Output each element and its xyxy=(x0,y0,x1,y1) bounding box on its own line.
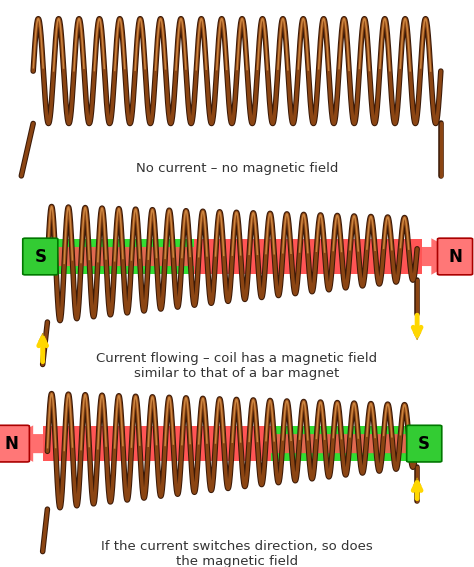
FancyBboxPatch shape xyxy=(438,238,473,275)
Text: No current – no magnetic field: No current – no magnetic field xyxy=(136,162,338,175)
Bar xyxy=(271,426,436,461)
FancyBboxPatch shape xyxy=(407,425,442,462)
Bar xyxy=(43,426,271,461)
Text: If the current switches direction, so does
the magnetic field: If the current switches direction, so do… xyxy=(101,540,373,567)
Text: Current flowing – coil has a magnetic field
similar to that of a bar magnet: Current flowing – coil has a magnetic fi… xyxy=(96,353,378,380)
FancyArrow shape xyxy=(31,238,465,275)
Text: S: S xyxy=(34,248,46,265)
FancyArrow shape xyxy=(0,425,434,462)
Text: S: S xyxy=(418,435,430,452)
FancyBboxPatch shape xyxy=(0,425,29,462)
Text: N: N xyxy=(448,248,462,265)
Text: N: N xyxy=(5,435,19,452)
Bar xyxy=(194,239,422,274)
Bar xyxy=(28,239,194,274)
FancyBboxPatch shape xyxy=(23,238,58,275)
